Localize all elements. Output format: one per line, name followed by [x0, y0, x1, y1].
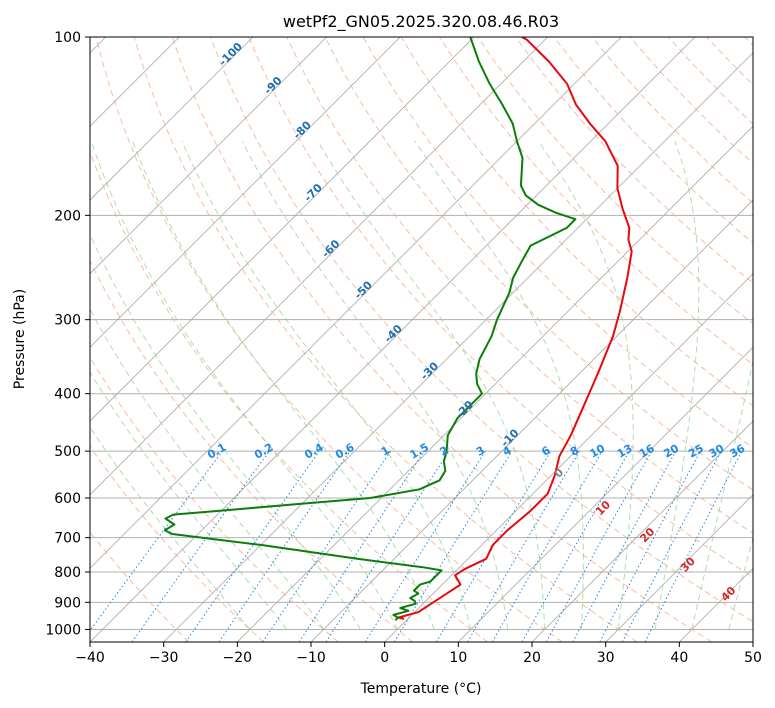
y-tick-label: 800	[54, 565, 81, 581]
moist-adiabat-line	[90, 370, 288, 630]
dry-adiabat-line	[515, 37, 753, 284]
x-axis-label: Temperature (°C)	[360, 681, 482, 697]
y-tick-label: 300	[54, 313, 81, 329]
isotherm-line	[458, 346, 753, 642]
x-tick-label: 40	[670, 650, 688, 666]
isotherm-line	[90, 37, 401, 348]
chart-title: wetPf2_GN05.2025.320.08.46.R03	[283, 12, 559, 32]
y-tick-label: 400	[54, 387, 81, 403]
x-axis: −40 −30 −20 −10 0 10 20 30 40 50	[75, 642, 762, 666]
x-tick-label: 30	[597, 650, 615, 666]
isotherm-line	[163, 52, 753, 642]
mixing-ratio-line	[521, 450, 630, 642]
isotherm-line	[237, 125, 753, 642]
isotherm-line	[90, 37, 622, 569]
x-tick-label: 0	[380, 650, 389, 666]
dewpoint-profile-line	[163, 37, 577, 622]
x-tick-label: −30	[149, 650, 179, 666]
mixing-ratio-line	[131, 450, 270, 642]
temperature-profile-line	[397, 37, 633, 620]
x-tick-label: −40	[75, 650, 105, 666]
dry-adiabat-line	[248, 37, 753, 578]
x-tick-label: 10	[449, 650, 467, 666]
dry-adiabat-line	[171, 37, 712, 642]
dry-adiabat-line	[324, 37, 753, 491]
dry-adiabat-line	[133, 37, 638, 642]
isotherm-line	[531, 420, 753, 642]
x-tick-label: −20	[223, 650, 253, 666]
mixing-ratio-line	[545, 450, 653, 642]
moist-adiabat-line	[654, 141, 700, 630]
y-tick-label: 700	[54, 531, 81, 547]
dry-adiabat-line	[210, 37, 753, 623]
isotherm-line	[90, 37, 254, 201]
y-tick-label: 600	[54, 491, 81, 507]
background-lines	[90, 37, 753, 642]
isotherm-line	[90, 37, 696, 642]
y-tick-label: 500	[54, 444, 81, 460]
isotherm-line	[90, 37, 475, 422]
y-tick-label: 1000	[45, 622, 81, 638]
y-axis-label: Pressure (hPa)	[12, 289, 28, 389]
moist-adiabat-line	[90, 308, 324, 630]
dry-adiabat-line	[90, 445, 264, 642]
mixing-ratio-line	[325, 450, 450, 642]
dry-adiabat-line	[90, 259, 414, 642]
isotherm-line	[90, 37, 548, 496]
mixing-ratio-line	[90, 450, 223, 632]
moist-adiabat-line	[414, 141, 584, 630]
isotherm-line	[384, 273, 753, 642]
x-tick-label: −10	[296, 650, 326, 666]
mixing-ratio-line	[393, 450, 513, 642]
x-tick-label: 50	[744, 650, 762, 666]
mixing-ratio-line	[262, 450, 392, 642]
moist-adiabat-line	[90, 141, 398, 630]
x-tick-label: 20	[523, 650, 541, 666]
moist-adiabat-line	[181, 141, 472, 630]
moist-adiabat-line	[90, 232, 361, 630]
y-tick-label: 200	[54, 208, 81, 224]
mixing-ratio-line	[218, 450, 351, 642]
moist-adiabat-line	[691, 358, 753, 630]
mixing-ratio-line	[644, 450, 743, 642]
moist-adiabat-line	[317, 141, 546, 630]
dry-adiabat-line	[95, 37, 563, 642]
dry-adiabat-line	[286, 37, 753, 534]
isotherm-line	[605, 494, 753, 642]
plot-frame	[89, 36, 754, 643]
y-tick-label: 100	[54, 30, 81, 46]
mixing-ratio-line	[572, 450, 677, 642]
moist-adiabat-line	[728, 536, 753, 630]
y-tick-label: 900	[54, 595, 81, 611]
isotherm-line	[90, 37, 327, 275]
moist-adiabat-line	[90, 426, 251, 630]
y-axis: 1000 900 800 700 600 500 400 300 200 100	[45, 30, 90, 638]
moist-adiabat-line	[132, 141, 435, 630]
mixing-ratio-line	[185, 450, 320, 642]
dry-adiabat-line	[90, 356, 339, 642]
data-lines	[163, 37, 633, 622]
